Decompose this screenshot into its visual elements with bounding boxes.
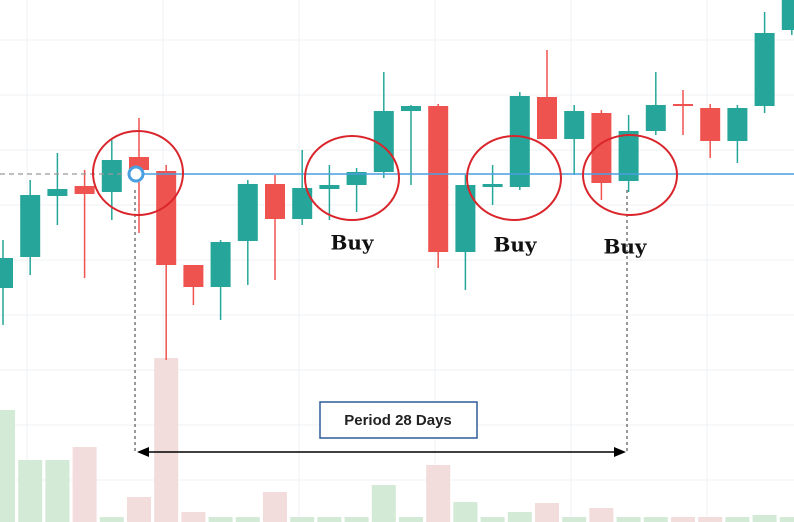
candle-body xyxy=(673,104,693,106)
volume-bar xyxy=(752,515,777,522)
volume-bar xyxy=(208,517,233,522)
volume-bar xyxy=(181,512,206,522)
volume-bar xyxy=(371,485,396,522)
volume-bar xyxy=(235,517,260,522)
candle-body xyxy=(754,33,775,106)
volume-layer xyxy=(0,358,794,522)
volume-bar xyxy=(671,517,695,522)
volume-bar xyxy=(616,517,641,522)
highlight-circle xyxy=(304,135,400,221)
highlight-circle xyxy=(92,130,184,216)
buy-label: Buy xyxy=(330,231,374,255)
candle-body xyxy=(645,105,666,131)
candle-body xyxy=(101,160,122,192)
arrow-head xyxy=(137,447,149,457)
candle-body xyxy=(564,111,585,139)
volume-bar xyxy=(725,517,750,522)
volume-bar xyxy=(453,502,478,522)
candle-body xyxy=(47,189,68,196)
volume-bar xyxy=(562,517,587,522)
volume-bar xyxy=(18,460,43,522)
annotation-layer: Period 28 Days Buy Buy Buy xyxy=(92,130,678,457)
candle-body xyxy=(509,96,530,187)
candle-body xyxy=(74,186,95,194)
candle-body xyxy=(700,108,721,141)
candle-body xyxy=(237,184,258,241)
candle-body xyxy=(727,108,748,141)
volume-bar xyxy=(0,410,15,522)
candle-layer xyxy=(0,0,794,360)
candle-body xyxy=(373,111,394,172)
candle-body xyxy=(0,258,13,288)
candle-body xyxy=(428,106,449,252)
volume-bar xyxy=(290,517,315,522)
volume-bar xyxy=(72,447,97,522)
candle-body xyxy=(781,0,794,30)
candle-body xyxy=(210,242,231,287)
candle-body xyxy=(319,185,340,189)
level-anchor xyxy=(127,165,145,183)
candle-body xyxy=(401,106,421,111)
volume-bar xyxy=(127,497,151,522)
volume-bar xyxy=(263,492,287,522)
candle-body xyxy=(591,113,612,183)
volume-bar xyxy=(507,512,532,522)
volume-bar xyxy=(317,517,342,522)
volume-bar xyxy=(589,508,614,522)
volume-bar xyxy=(426,465,451,522)
period-box xyxy=(319,401,478,439)
candle-body xyxy=(455,185,476,252)
volume-bar xyxy=(45,460,70,522)
candle-body xyxy=(618,131,639,181)
volume-bar xyxy=(779,517,794,522)
volume-bar xyxy=(399,517,423,522)
candle-body xyxy=(265,184,285,219)
volume-bar xyxy=(99,517,124,522)
volume-bar xyxy=(643,517,668,522)
candle-body xyxy=(292,188,313,219)
candle-body xyxy=(537,97,557,139)
period-label: Period 28 Days xyxy=(344,412,452,429)
candle-body xyxy=(183,265,204,287)
volume-bar xyxy=(698,517,723,522)
volume-bar xyxy=(480,517,505,522)
candle-body xyxy=(20,195,41,257)
highlight-circle xyxy=(582,134,678,216)
candle-body xyxy=(156,171,177,265)
buy-label: Buy xyxy=(603,235,647,259)
volume-bar xyxy=(154,358,179,522)
candle-body xyxy=(346,172,367,185)
highlight-circle xyxy=(466,135,562,221)
arrow-head xyxy=(614,447,626,457)
volume-bar xyxy=(535,503,559,522)
buy-label: Buy xyxy=(493,233,537,257)
candle-body xyxy=(482,184,503,187)
volume-bar xyxy=(344,517,369,522)
